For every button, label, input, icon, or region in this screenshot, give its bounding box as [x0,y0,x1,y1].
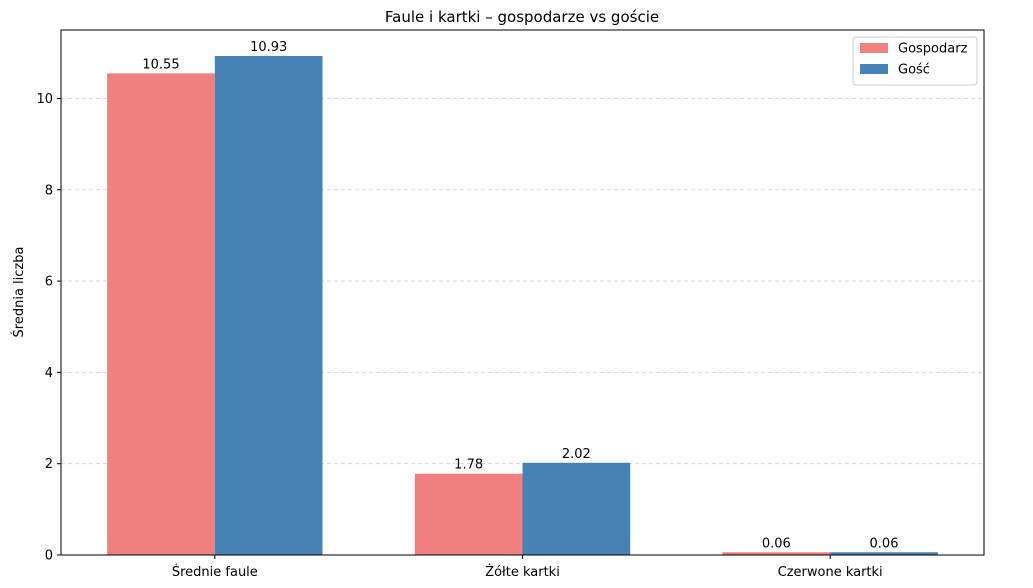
legend-swatch [860,43,888,53]
bar [414,473,523,555]
legend-label: Gość [898,63,930,78]
bars [107,56,938,556]
x-tick-label: Średnie faule [172,564,258,580]
y-tick-label: 2 [45,457,53,472]
x-tick-label: Żółte kartki [485,564,560,580]
legend: Gospodarz Gość [852,36,978,86]
bar-value-label: 10.55 [142,57,179,72]
bar [214,56,323,556]
legend-label: Gospodarz [898,42,968,57]
y-axis-label: Średnia liczba [11,247,27,338]
data-labels: 10.55 1.78 0.06 10.93 2.02 0.06 [142,40,898,551]
x-tick-label: Czerwone kartki [778,565,883,580]
bar [722,552,831,555]
bar-value-label: 0.06 [762,536,791,551]
y-axis-ticks: 0 2 4 6 8 10 [36,92,61,564]
y-tick-label: 6 [45,275,53,290]
x-axis-ticks: Średnie faule Żółte kartki Czerwone kartki [172,555,883,580]
bar [522,462,631,555]
legend-swatch [860,64,888,74]
bar-value-label: 0.06 [870,536,899,551]
chart-title: Faule i kartki – gospodarze vs goście [385,8,659,26]
y-tick-label: 4 [45,366,53,381]
bar-value-label: 2.02 [562,447,591,462]
bar [107,73,215,555]
bar-value-label: 1.78 [454,458,483,473]
y-tick-label: 8 [45,183,53,198]
y-tick-label: 0 [45,549,53,564]
bar-value-label: 10.93 [250,40,287,55]
y-tick-label: 10 [36,92,53,107]
bar [830,552,938,555]
